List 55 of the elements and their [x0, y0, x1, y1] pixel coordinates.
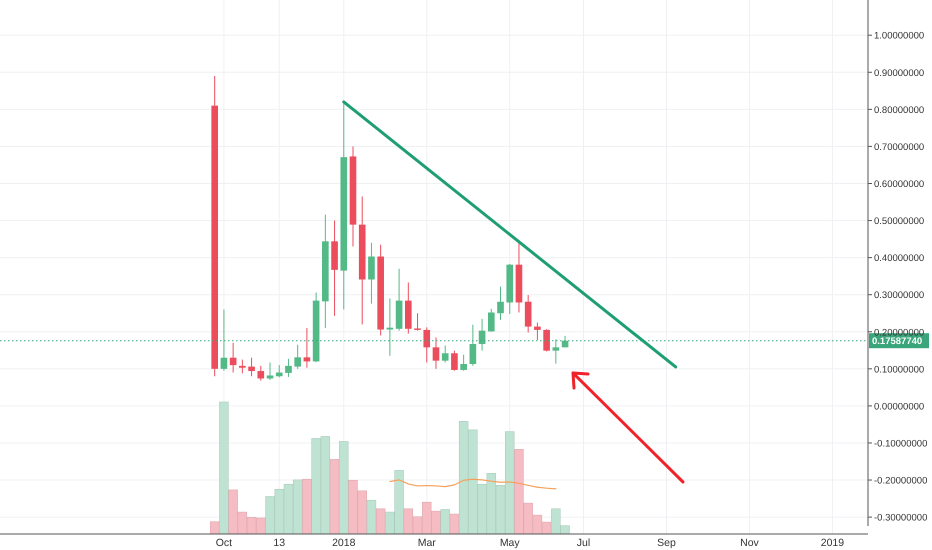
x-tick-label: May	[500, 537, 520, 549]
candlestick	[432, 336, 440, 370]
candlestick	[488, 308, 495, 332]
bar	[450, 514, 460, 534]
candlestick	[534, 322, 541, 340]
candlestick	[276, 364, 283, 378]
bar	[440, 509, 450, 534]
y-tick-label: 0.60000000	[874, 178, 924, 190]
bar	[376, 508, 386, 534]
candlestick	[562, 335, 568, 348]
y-tick-label: 0.10000000	[874, 364, 924, 376]
candlestick	[478, 318, 486, 352]
x-tick-label: Jul	[576, 537, 590, 549]
candlestick	[257, 365, 264, 382]
x-tick-label: Mar	[418, 537, 436, 549]
x-tick-label: Oct	[216, 537, 232, 549]
candlestick	[248, 357, 255, 377]
y-tick-label: 0.50000000	[874, 216, 924, 228]
y-tick-label: 0.70000000	[874, 142, 924, 153]
x-tick-label: Sep	[657, 537, 676, 549]
y-tick-label: 0.80000000	[874, 104, 924, 116]
x-tick-label: Nov	[740, 537, 760, 549]
candlestick	[285, 358, 292, 378]
candlestick	[423, 326, 430, 364]
candlestick	[294, 344, 301, 370]
candlestick	[460, 354, 467, 372]
candlestick	[543, 328, 550, 352]
candlestick	[266, 362, 274, 380]
candlestick	[414, 312, 421, 332]
x-tick-label: 2019	[820, 537, 844, 549]
candlestick	[451, 350, 458, 372]
x-tick-label: 13	[273, 537, 286, 549]
y-tick-label: 0.00000000	[874, 401, 924, 412]
y-tick-label: 1.00000000	[874, 30, 924, 42]
candlestick	[386, 298, 394, 356]
y-tick-label: 0.90000000	[874, 68, 924, 79]
y-tick-label: -0.10000000	[874, 438, 928, 450]
candlestick	[442, 344, 449, 364]
bar	[302, 478, 312, 534]
candlestick	[497, 286, 504, 320]
y-tick-label: -0.30000000	[874, 512, 928, 524]
candlestick	[220, 309, 228, 372]
y-tick-label: 0.30000000	[874, 290, 924, 302]
bar	[330, 459, 340, 534]
candlestick	[304, 328, 310, 368]
candlestick	[368, 242, 375, 304]
candlestick	[230, 342, 236, 374]
bar	[366, 500, 376, 534]
candlestick	[470, 324, 476, 366]
x-tick-label: 2018	[332, 537, 356, 549]
bar	[339, 441, 348, 534]
y-tick-label: -0.20000000	[874, 476, 928, 487]
y-tick-label: 0.40000000	[874, 253, 924, 264]
ref-line-label: 0.17587740	[872, 336, 922, 348]
bar	[219, 402, 229, 534]
